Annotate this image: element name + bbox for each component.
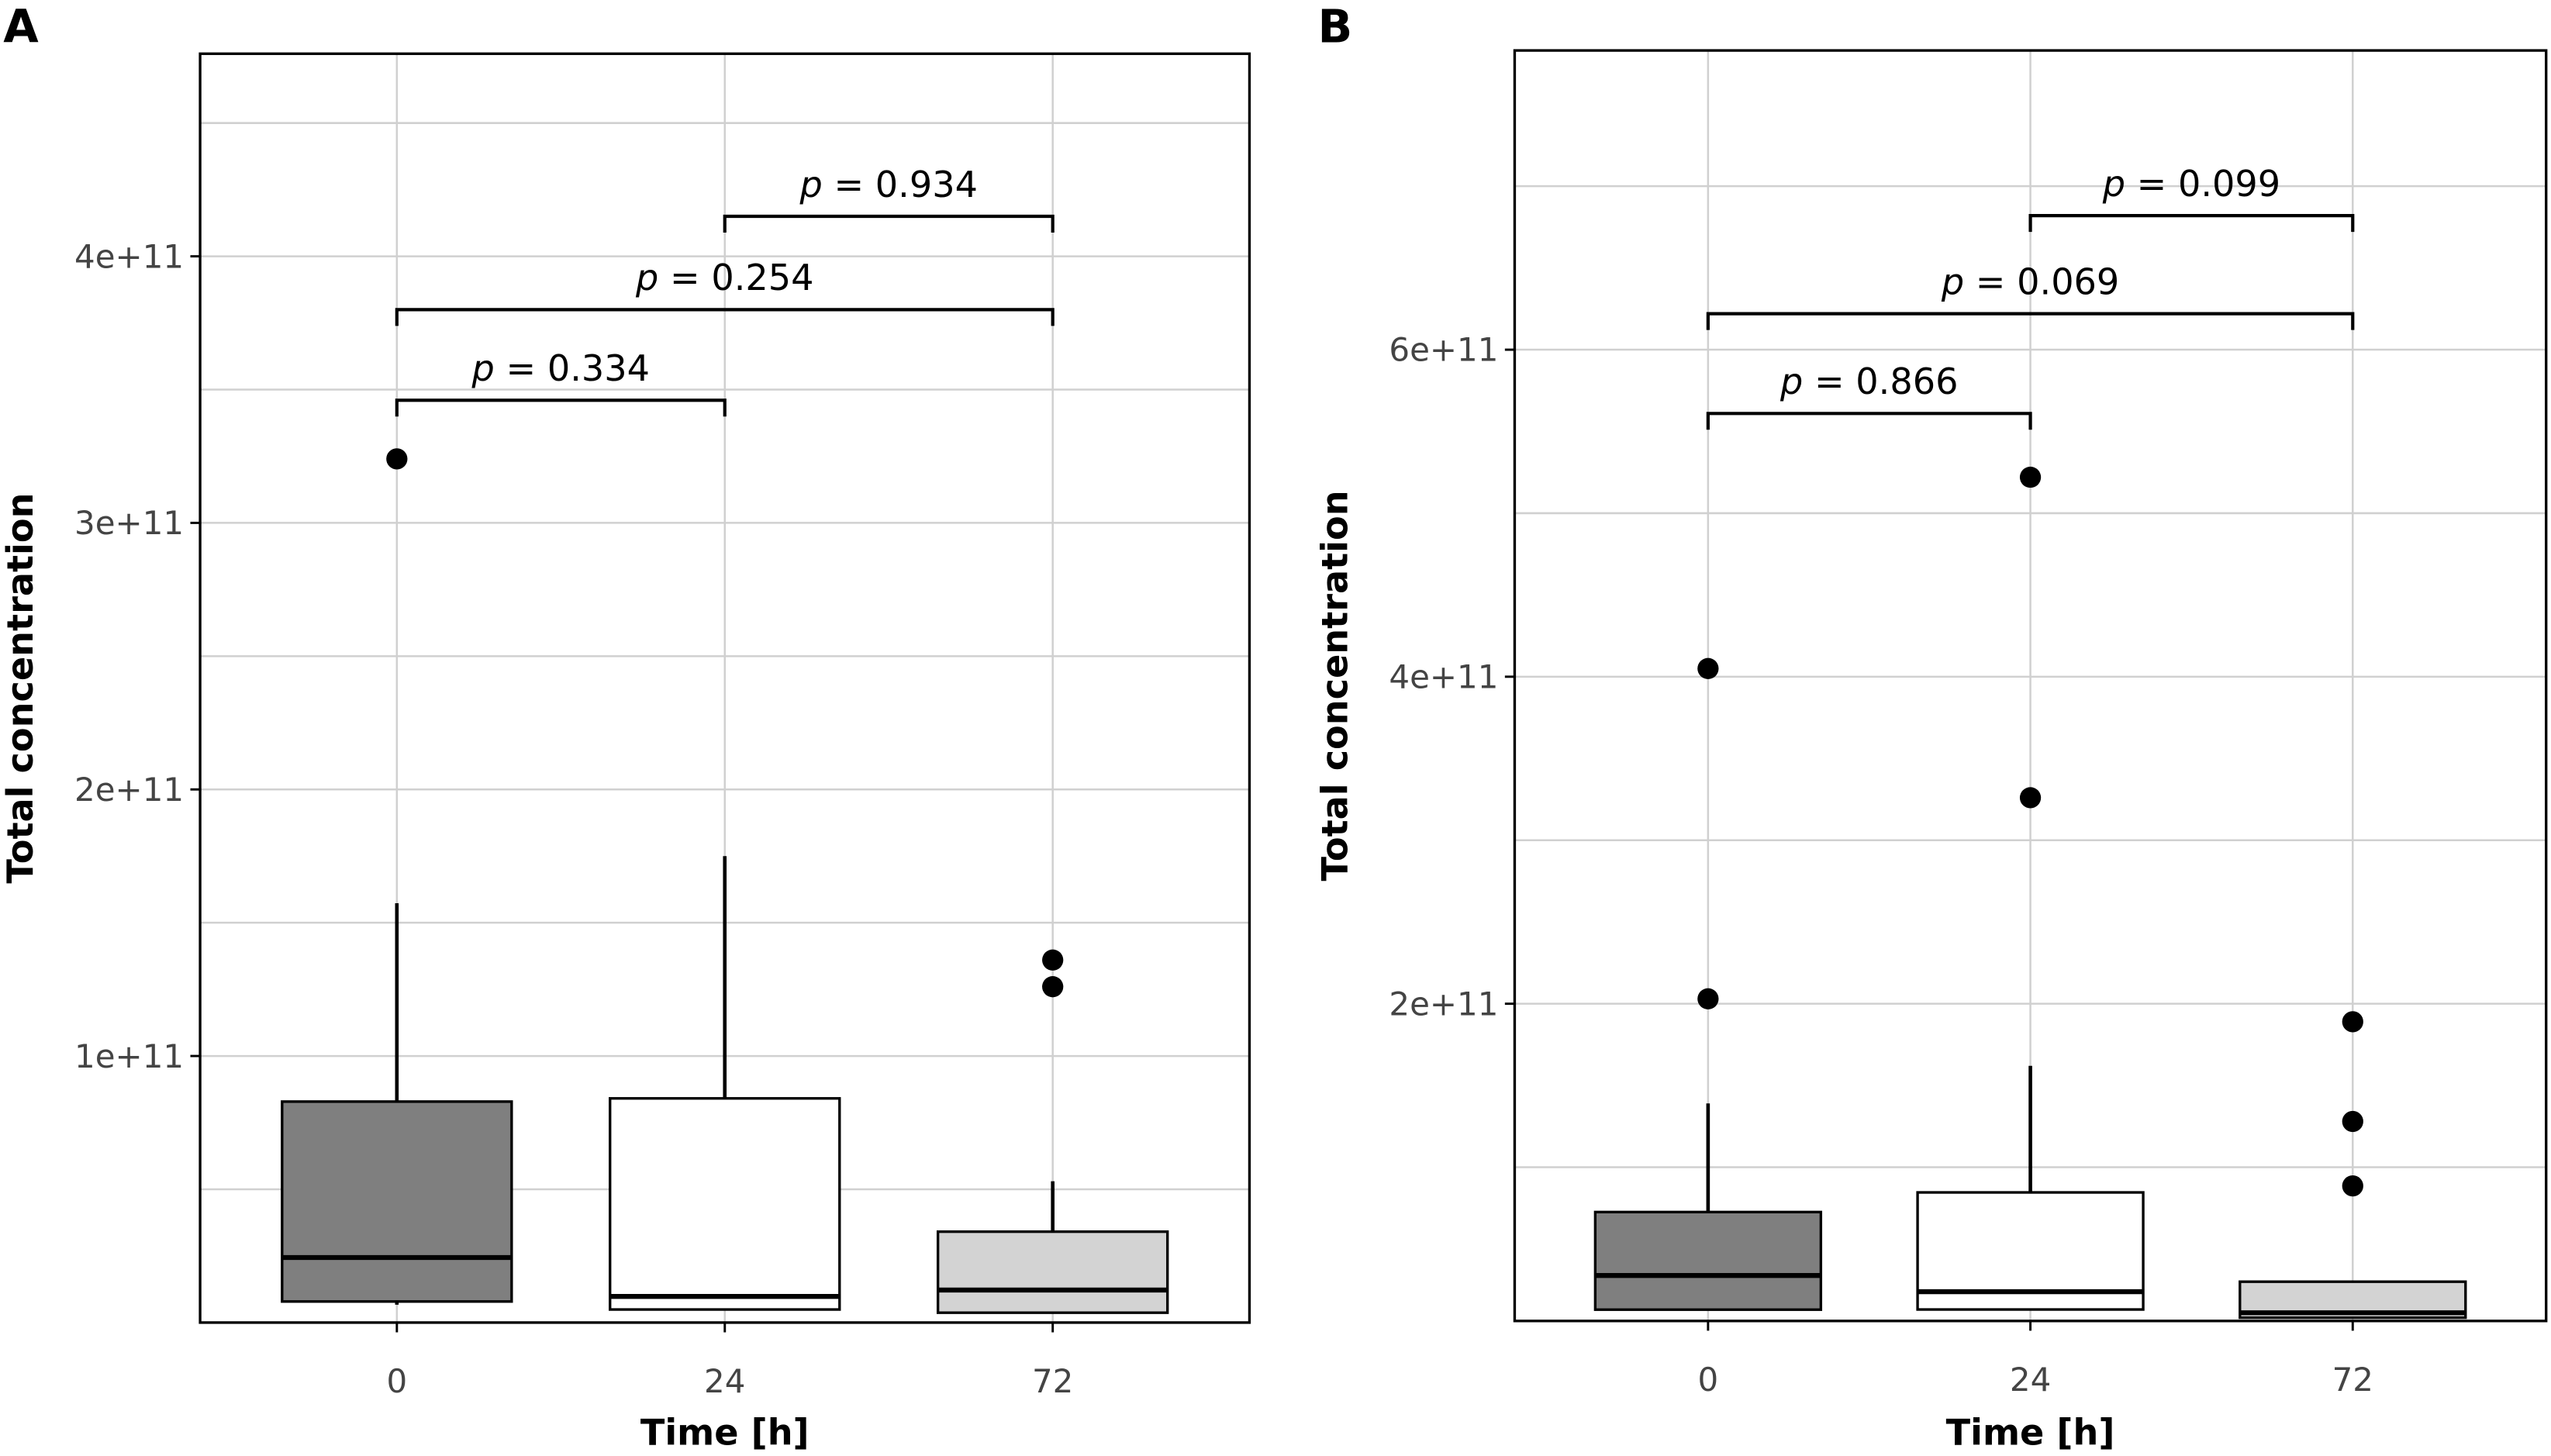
outlier-point <box>1697 988 1719 1009</box>
outlier-point <box>1042 976 1064 998</box>
outlier-point <box>1697 657 1719 679</box>
outlier-point <box>2019 466 2042 488</box>
outlier-point <box>386 448 408 470</box>
significance-bracket <box>395 308 1055 326</box>
outlier-point <box>1042 949 1064 971</box>
significance-bracket <box>1706 412 2032 430</box>
panel-label: B <box>1318 0 1353 53</box>
y-tick-label: 2e+11 <box>1389 985 1498 1023</box>
y-tick-label: 6e+11 <box>1389 331 1498 369</box>
significance-bracket <box>1706 312 2355 330</box>
x-axis-label: Time [h] <box>640 1411 809 1453</box>
x-tick-label: 0 <box>386 1362 407 1400</box>
box-0 <box>1593 1210 1823 1311</box>
box-72 <box>936 1230 1169 1314</box>
box-24 <box>609 1097 841 1311</box>
significance-bracket <box>2028 214 2355 233</box>
p-value-label: p = 0.334 <box>471 347 650 389</box>
x-tick-label: 24 <box>2010 1361 2051 1399</box>
x-tick-label: 24 <box>704 1362 745 1400</box>
significance-bracket <box>395 399 727 417</box>
outlier-point <box>2019 787 2042 809</box>
y-tick-label: 1e+11 <box>74 1037 184 1075</box>
x-tick-label: 0 <box>1698 1361 1719 1399</box>
x-tick-label: 72 <box>2332 1361 2373 1399</box>
p-value-label: p = 0.099 <box>2102 163 2280 205</box>
outlier-point <box>2342 1110 2363 1133</box>
panel-A: p = 0.334 p = 0.254 p = 0.934 1e+11 2e+11 3e+… <box>0 0 1251 1453</box>
y-tick-label: 3e+11 <box>74 504 184 542</box>
panel-label: A <box>3 0 39 53</box>
box-0 <box>281 1100 513 1303</box>
p-value-label: p = 0.069 <box>1941 260 2119 302</box>
significance-bracket <box>723 214 1055 233</box>
p-value-label: p = 0.866 <box>1779 361 1958 402</box>
y-axis-label: Total concentration <box>0 493 41 884</box>
x-axis-label: Time [h] <box>1946 1411 2115 1453</box>
p-value-label: p = 0.254 <box>635 257 813 298</box>
y-tick-label: 4e+11 <box>1389 658 1498 696</box>
x-tick-label: 72 <box>1032 1362 1073 1400</box>
y-axis-label: Total concentration <box>1313 490 1355 881</box>
y-tick-label: 4e+11 <box>74 237 184 275</box>
outlier-point <box>2342 1175 2363 1197</box>
y-tick-label: 2e+11 <box>74 771 184 809</box>
p-value-label: p = 0.934 <box>799 164 977 205</box>
panel-B: p = 0.866 p = 0.069 p = 0.099 2e+11 4e+11 6e+… <box>1313 0 2548 1453</box>
outlier-point <box>2342 1011 2363 1033</box>
